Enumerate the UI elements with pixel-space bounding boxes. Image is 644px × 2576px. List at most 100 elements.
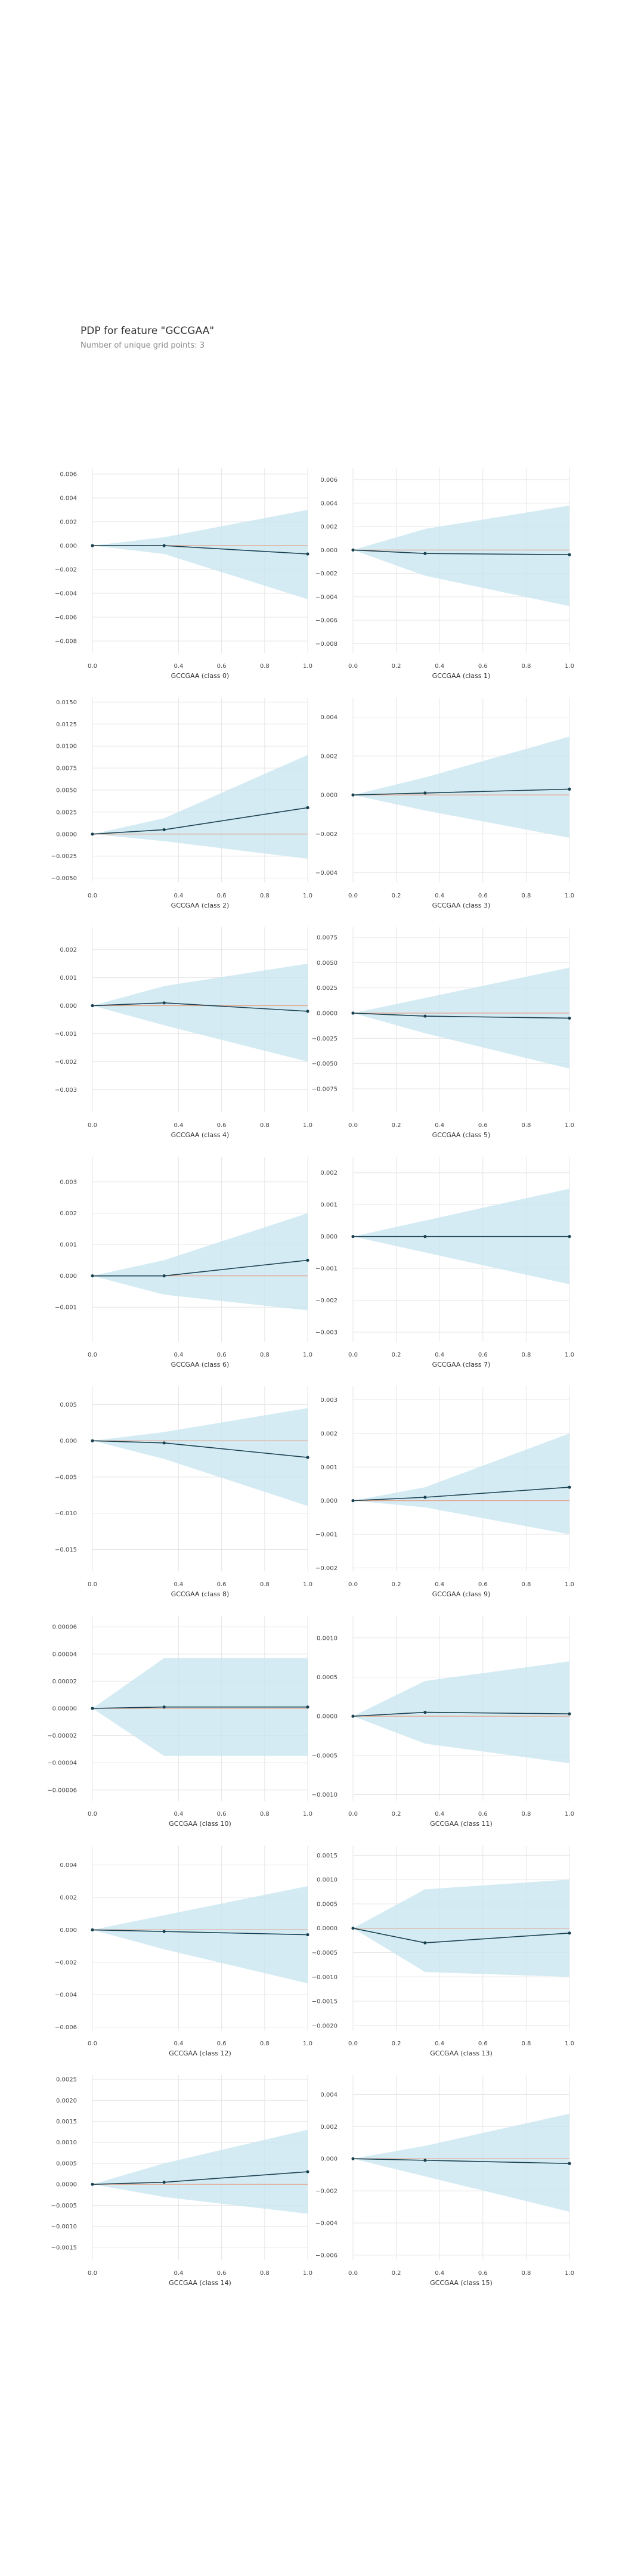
y-tick-label: 0.0005	[317, 1901, 338, 1908]
pdp-point	[351, 1235, 355, 1239]
pdp-point	[91, 1928, 94, 1932]
x-tick-label: 0.2	[392, 893, 401, 899]
y-tick-label: −0.001	[55, 1305, 77, 1311]
x-tick-label: 0.4	[435, 2270, 444, 2277]
y-tick-label: 0.000	[320, 2156, 338, 2163]
y-tick-label: 0.000	[320, 1234, 338, 1240]
x-tick-label: 0.6	[478, 663, 488, 670]
x-tick-label: 1.0	[565, 1811, 574, 1818]
x-tick-label: 0.2	[392, 2041, 401, 2047]
pdp-point	[306, 1010, 309, 1013]
y-tick-label: 0.000	[320, 1498, 338, 1504]
pdp-point	[351, 1499, 355, 1503]
x-tick-label: 0.8	[260, 2270, 270, 2277]
pdp-point	[568, 1016, 571, 1020]
pdp-point	[306, 1705, 309, 1709]
pdp-point	[91, 544, 94, 547]
pdp-point	[162, 1705, 166, 1709]
pdp-point	[568, 1235, 571, 1239]
y-tick-label: −0.006	[55, 615, 77, 621]
x-tick-label: 0.0	[348, 1352, 358, 1358]
x-tick-label: 0.6	[217, 2041, 227, 2047]
x-tick-label: 0.4	[435, 893, 444, 899]
pdp-point	[162, 1274, 166, 1278]
y-tick-label: −0.002	[55, 567, 77, 574]
pdp-point	[423, 1941, 427, 1945]
pdp-point	[306, 1258, 309, 1262]
y-tick-label: 0.002	[60, 947, 77, 953]
pdp-point	[423, 1496, 427, 1499]
x-tick-label: 0.0	[88, 1811, 97, 1818]
x-tick-label: 0.0	[88, 2270, 97, 2277]
pdp-panel-class-6: 0.0 0.4 0.6 0.8 1.0 0.003 0.002 0.001 0.000 −0.00…	[55, 1157, 312, 1368]
y-tick-label: −0.004	[315, 2221, 338, 2227]
y-tick-label: −0.002	[315, 1565, 338, 1572]
y-tick-label: 0.0010	[56, 2140, 77, 2146]
y-tick-label: 0.000	[60, 1003, 77, 1010]
pdp-point	[306, 1456, 309, 1459]
y-tick-label: −0.004	[315, 870, 338, 877]
y-tick-label: −0.004	[55, 591, 77, 597]
y-tick-label: −0.0005	[312, 1950, 338, 1956]
x-tick-label: 0.8	[260, 2041, 270, 2047]
pdp-point	[162, 828, 166, 832]
y-tick-label: 0.000	[60, 1438, 77, 1445]
x-tick-label: 1.0	[303, 893, 312, 899]
x-tick-label: 0.4	[174, 2041, 183, 2047]
confidence-band	[353, 967, 569, 1069]
y-tick-label: 0.002	[320, 2124, 338, 2131]
x-axis-title: GCCGAA (class 4)	[171, 1131, 230, 1139]
pdp-panel-class-1: 0.0 0.2 0.4 0.6 0.8 1.0 0.006 0.004 0.002 0.000 −0…	[315, 468, 574, 680]
y-tick-label: −0.0005	[51, 2203, 77, 2209]
x-tick-label: 0.0	[88, 1122, 97, 1129]
x-tick-label: 0.6	[217, 1122, 227, 1129]
x-tick-label: 0.6	[478, 1581, 488, 1588]
x-tick-label: 0.0	[348, 2270, 358, 2277]
y-tick-label: 0.000	[60, 1927, 77, 1934]
y-tick-label: 0.0150	[56, 699, 77, 706]
x-tick-label: 0.4	[174, 1352, 183, 1358]
y-tick-label: −0.0025	[312, 1036, 338, 1042]
x-tick-label: 0.8	[260, 1352, 270, 1358]
x-tick-label: 1.0	[565, 1581, 574, 1588]
x-tick-label: 0.4	[174, 1122, 183, 1129]
y-tick-label: −0.001	[315, 1266, 338, 1272]
pdp-point	[568, 787, 571, 791]
confidence-band	[92, 1408, 308, 1506]
x-tick-label: 0.6	[217, 1581, 227, 1588]
x-tick-label: 0.6	[478, 1122, 488, 1129]
x-tick-label: 0.4	[435, 1811, 444, 1818]
x-axis-title: GCCGAA (class 15)	[430, 2279, 493, 2287]
y-tick-label: −0.0005	[312, 1753, 338, 1759]
y-tick-label: 0.0000	[56, 2182, 77, 2188]
pdp-point	[568, 2162, 571, 2165]
y-tick-label: −0.0020	[312, 2023, 338, 2029]
pdp-point	[91, 1004, 94, 1008]
x-axis-title: GCCGAA (class 13)	[430, 2049, 493, 2057]
pdp-point	[568, 1931, 571, 1935]
y-tick-label: 0.00000	[52, 1706, 77, 1713]
x-tick-label: 0.6	[217, 2270, 227, 2277]
y-tick-label: 0.002	[320, 1170, 338, 1176]
pdp-point	[91, 1707, 94, 1710]
x-tick-label: 1.0	[303, 1122, 312, 1129]
pdp-point	[162, 1001, 166, 1005]
x-tick-label: 0.4	[435, 2041, 444, 2047]
x-tick-label: 0.0	[348, 1581, 358, 1588]
y-tick-label: −0.002	[315, 831, 338, 838]
x-tick-label: 0.8	[521, 1352, 531, 1358]
y-tick-label: −0.015	[55, 1547, 77, 1553]
x-tick-label: 0.0	[348, 1122, 358, 1129]
x-tick-label: 0.4	[174, 893, 183, 899]
pdp-point	[351, 1714, 355, 1718]
pdp-panel-class-10: 0.0 0.4 0.6 0.8 1.0 0.00006 0.00004 0.00002 0.00…	[47, 1616, 312, 1828]
y-tick-label: 0.003	[320, 1397, 338, 1404]
y-tick-label: −0.0025	[51, 853, 77, 860]
pdp-panel-class-0: 0.0 0.4 0.6 0.8 1.0 0.006 0.004 0.002 0.000 −0.00…	[55, 468, 312, 680]
x-tick-label: 1.0	[565, 663, 574, 670]
x-tick-label: 0.6	[217, 663, 227, 670]
y-tick-label: −0.0010	[51, 2224, 77, 2230]
pdp-point	[162, 1930, 166, 1933]
y-tick-label: −0.008	[55, 639, 77, 645]
x-tick-label: 1.0	[565, 1352, 574, 1358]
